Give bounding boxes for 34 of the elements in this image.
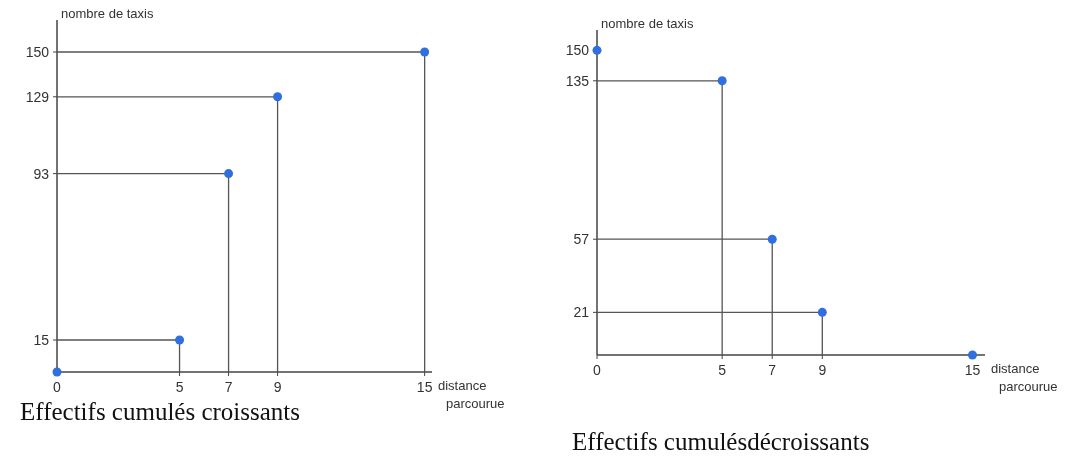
x-axis-title: distance parcourue bbox=[438, 378, 505, 411]
y-tick-label: 57 bbox=[573, 231, 590, 248]
point bbox=[52, 367, 62, 377]
point bbox=[592, 45, 602, 55]
y-tick-label: 150 bbox=[565, 42, 590, 59]
y-tick-label: 135 bbox=[565, 72, 590, 89]
x-tick-label: 15 bbox=[416, 379, 433, 395]
point bbox=[224, 169, 234, 179]
point bbox=[273, 92, 283, 102]
y-tick-label: 21 bbox=[573, 304, 590, 321]
y-tick-label: 150 bbox=[25, 44, 50, 60]
point bbox=[967, 350, 977, 360]
y-axis-title: nombre de taxis bbox=[61, 6, 154, 21]
point bbox=[175, 335, 185, 345]
point bbox=[717, 76, 727, 86]
point bbox=[420, 47, 430, 57]
point bbox=[817, 307, 827, 317]
point bbox=[767, 234, 777, 244]
x-tick-label: 5 bbox=[718, 362, 727, 378]
x-tick-label: 7 bbox=[768, 362, 777, 378]
x-tick-label: 0 bbox=[593, 362, 602, 378]
x-tick-label: 15 bbox=[964, 362, 981, 378]
x-tick-label: 9 bbox=[273, 379, 282, 395]
text: Effectifs cumulés croissants bbox=[20, 398, 301, 425]
x-tick-label: 9 bbox=[818, 362, 827, 378]
x-tick-label: 7 bbox=[224, 379, 233, 395]
x-tick-label: 5 bbox=[175, 379, 184, 395]
text: Effectifs cumulésdécroissants bbox=[572, 428, 870, 455]
y-axis-title: nombre de taxis bbox=[601, 16, 694, 31]
y-tick-label: 93 bbox=[33, 165, 50, 182]
x-axis-title: distance parcourue bbox=[991, 361, 1058, 394]
y-tick-label: 15 bbox=[33, 332, 50, 348]
y-tick-label: 129 bbox=[25, 88, 50, 105]
x-tick-label: 0 bbox=[53, 379, 62, 395]
